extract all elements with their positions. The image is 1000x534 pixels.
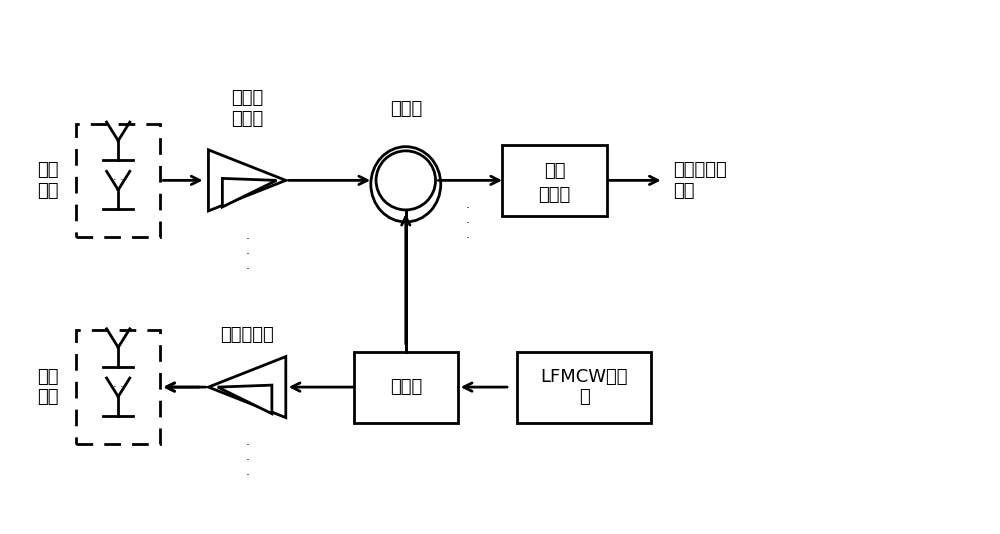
Text: 功分器: 功分器 [390,378,422,396]
Polygon shape [222,178,277,207]
Bar [76,124,160,237]
Text: 多通道基带
信号: 多通道基带 信号 [674,161,727,200]
Bar [502,145,607,216]
Text: 滤波器: 滤波器 [538,186,571,204]
Bar [76,331,160,444]
Bar [517,352,651,422]
Text: ·
·
·: · · · [245,232,249,276]
Text: 低通: 低通 [544,161,565,179]
Polygon shape [218,385,272,414]
Text: LFMCW信号
源: LFMCW信号 源 [541,368,628,406]
Text: · ·: · · [113,175,124,185]
Text: · ·: · · [113,382,124,392]
Polygon shape [208,150,286,211]
Text: 接收
天线: 接收 天线 [38,161,59,200]
Text: 发射
天线: 发射 天线 [38,368,59,406]
Text: 混频器: 混频器 [390,100,422,119]
Text: 低噪声
放大器: 低噪声 放大器 [231,89,263,128]
Polygon shape [208,357,286,418]
Bar [354,352,458,422]
Text: 功率放大器: 功率放大器 [220,326,274,344]
Text: ·
·
·: · · · [245,439,249,482]
Circle shape [376,151,436,210]
Text: ·
·
·: · · · [465,202,469,245]
